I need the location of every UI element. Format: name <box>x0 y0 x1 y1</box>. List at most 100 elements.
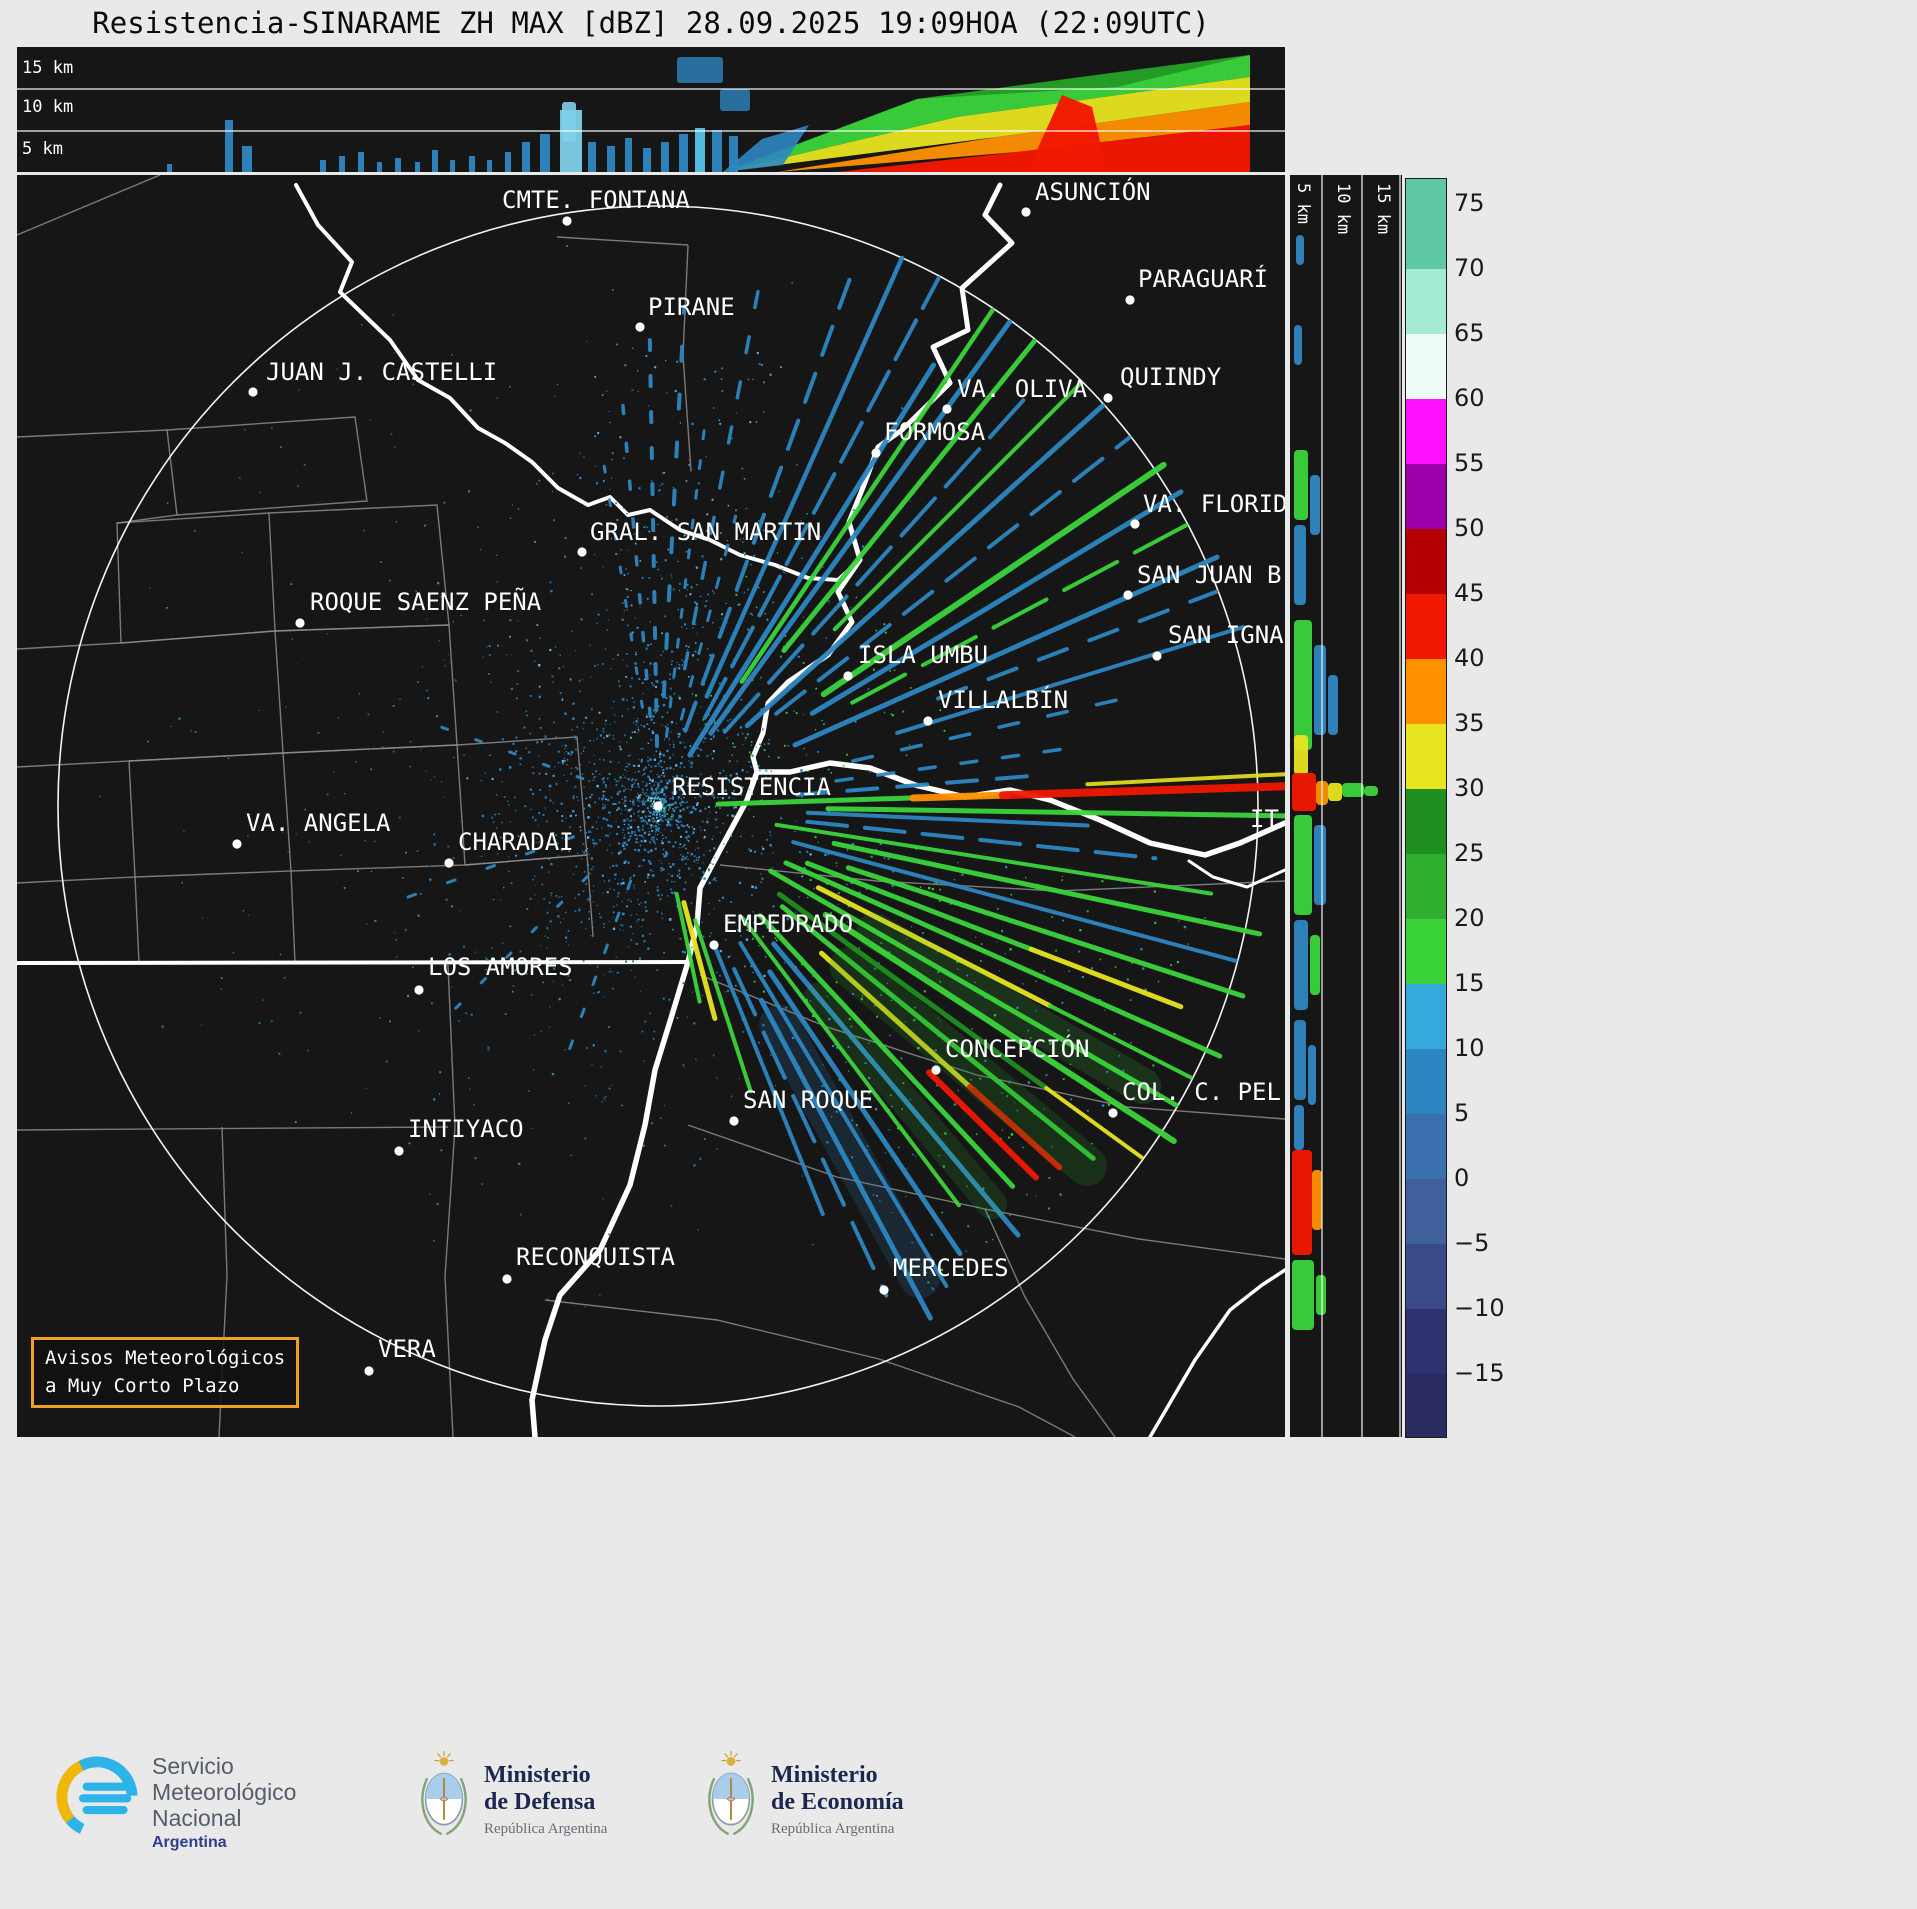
colorbar-segment <box>1406 854 1446 919</box>
city-dot <box>562 216 572 226</box>
colorbar-tick-label: 25 <box>1454 839 1485 867</box>
ministry-economia-line2: de Economía <box>771 1789 904 1815</box>
colorbar-ticks: 75 70 65 60 55 50 45 40 35 30 25 20 15 10 5 0 −5 −10 −15 <box>1454 178 1534 1436</box>
city-label: GRAL. SAN MARTIN <box>590 518 821 546</box>
city-dot <box>394 1146 404 1156</box>
ministry-defensa-sub: República Argentina <box>484 1821 608 1837</box>
coat-of-arms-economia-icon <box>708 1751 754 1836</box>
colorbar-tick-label: 40 <box>1454 644 1485 672</box>
province-boundaries <box>17 175 1285 1437</box>
city-dot <box>635 322 645 332</box>
city-label: PIRANE <box>648 293 735 321</box>
colorbar-segment <box>1406 1049 1446 1114</box>
colorbar-segment <box>1406 594 1446 659</box>
colorbar-tick-label: 35 <box>1454 709 1485 737</box>
city-dot <box>871 448 881 458</box>
city-label: CONCEPCIÓN <box>945 1033 1090 1063</box>
city-label: QUIINDY <box>1120 363 1222 391</box>
city-dot <box>1130 519 1140 529</box>
colorbar-segment <box>1406 204 1446 269</box>
city-label: SAN IGNA <box>1168 621 1284 649</box>
colorbar-tick-label: 5 <box>1454 1099 1470 1127</box>
colorbar-tick-label: 0 <box>1454 1164 1470 1192</box>
colorbar-segment <box>1406 984 1446 1049</box>
top-profile-svg: 15 km 10 km 5 km <box>17 47 1285 172</box>
colorbar-tick-label: 20 <box>1454 904 1485 932</box>
city-dot <box>942 404 952 414</box>
ministry-defensa-line2: de Defensa <box>484 1789 596 1815</box>
colorbar-tick-label: 15 <box>1454 969 1485 997</box>
colorbar-segment <box>1406 269 1446 334</box>
city-dot <box>709 940 719 950</box>
height-label: 5 km <box>22 139 63 159</box>
city-label: PARAGUARÍ <box>1138 264 1268 293</box>
height-label: 15 km <box>22 58 73 78</box>
side-crosssection-panel: 5 km 10 km 15 km <box>1290 175 1402 1437</box>
smn-line2: Meteorológico <box>152 1779 297 1805</box>
colorbar-tick-label: 45 <box>1454 579 1485 607</box>
city-label: COL. C. PEL <box>1122 1078 1281 1106</box>
city-dot <box>364 1366 374 1376</box>
city-label: VERA <box>378 1335 436 1363</box>
colorbar-tick-label: 10 <box>1454 1034 1485 1062</box>
city-label: IT <box>1250 805 1279 833</box>
coat-of-arms-defensa-icon <box>421 1751 467 1836</box>
city-dot <box>414 985 424 995</box>
colorbar-segment <box>1406 464 1446 529</box>
city-label: SAN ROQUE <box>743 1086 873 1114</box>
ministry-defensa-line1: Ministerio <box>484 1762 591 1788</box>
colorbar-segment <box>1406 529 1446 594</box>
colorbar-tick-label: 30 <box>1454 774 1485 802</box>
city-dot <box>502 1274 512 1284</box>
ministry-economia-block: Ministerio de Economía República Argenti… <box>771 1762 904 1838</box>
city-label: LOS AMORES <box>428 953 573 981</box>
smn-line1: Servicio <box>152 1753 234 1779</box>
city-dot <box>653 801 663 811</box>
smn-country: Argentina <box>152 1834 227 1851</box>
advisory-box: Avisos Meteorológicos a Muy Corto Plazo <box>31 1337 300 1409</box>
city-dot <box>931 1065 941 1075</box>
map-panel: CMTE. FONTANA ASUNCIÓN PIRANE PARAGUARÍ JUAN… <box>17 175 1285 1437</box>
colorbar-tick-label: 70 <box>1454 254 1485 282</box>
city-dot <box>1021 207 1031 217</box>
range-ring <box>57 205 1259 1407</box>
city-dot <box>879 1285 889 1295</box>
colorbar-segment <box>1406 334 1446 399</box>
colorbar-segment <box>1406 1309 1446 1374</box>
colorbar-tick-label: −10 <box>1454 1294 1505 1322</box>
colorbar-extend-bottom <box>1406 1374 1446 1437</box>
city-label: MERCEDES <box>893 1254 1009 1282</box>
city-label: SAN JUAN B <box>1137 561 1282 589</box>
city-dot <box>1152 651 1162 661</box>
height-label: 15 km <box>1373 183 1393 234</box>
city-label: RESISTENCIA <box>672 773 831 801</box>
city-label: EMPEDRADO <box>723 910 853 938</box>
city-dot <box>444 858 454 868</box>
colorbar-segment <box>1406 1114 1446 1179</box>
colorbar-segment <box>1406 724 1446 789</box>
city-label: JUAN J. CASTELLI <box>266 358 497 386</box>
city-label: ISLA UMBU <box>858 641 988 669</box>
colorbar-segment <box>1406 399 1446 464</box>
colorbar-segment <box>1406 1244 1446 1309</box>
city-dot <box>295 618 305 628</box>
height-label: 5 km <box>1293 183 1313 224</box>
advisory-line2: a Muy Corto Plazo <box>45 1374 240 1397</box>
city-dot <box>577 547 587 557</box>
ministry-economia-line1: Ministerio <box>771 1762 878 1788</box>
city-label: VA. OLIVA <box>957 375 1088 403</box>
colorbar-segment <box>1406 919 1446 984</box>
city-markers: CMTE. FONTANA ASUNCIÓN PIRANE PARAGUARÍ JUAN… <box>232 176 1285 1376</box>
city-label: INTIYACO <box>408 1115 524 1143</box>
colorbar-segment <box>1406 789 1446 854</box>
ministry-defensa-block: Ministerio de Defensa República Argentin… <box>484 1762 607 1838</box>
colorbar-tick-label: 55 <box>1454 449 1485 477</box>
city-label: CHARADAI <box>458 828 574 856</box>
height-label: 10 km <box>1333 183 1353 234</box>
colorbar-tick-label: −15 <box>1454 1359 1505 1387</box>
city-label: CMTE. FONTANA <box>502 186 690 214</box>
city-dot <box>1103 393 1113 403</box>
advisory-line1: Avisos Meteorológicos <box>45 1347 286 1369</box>
city-label: RECONQUISTA <box>516 1243 675 1271</box>
